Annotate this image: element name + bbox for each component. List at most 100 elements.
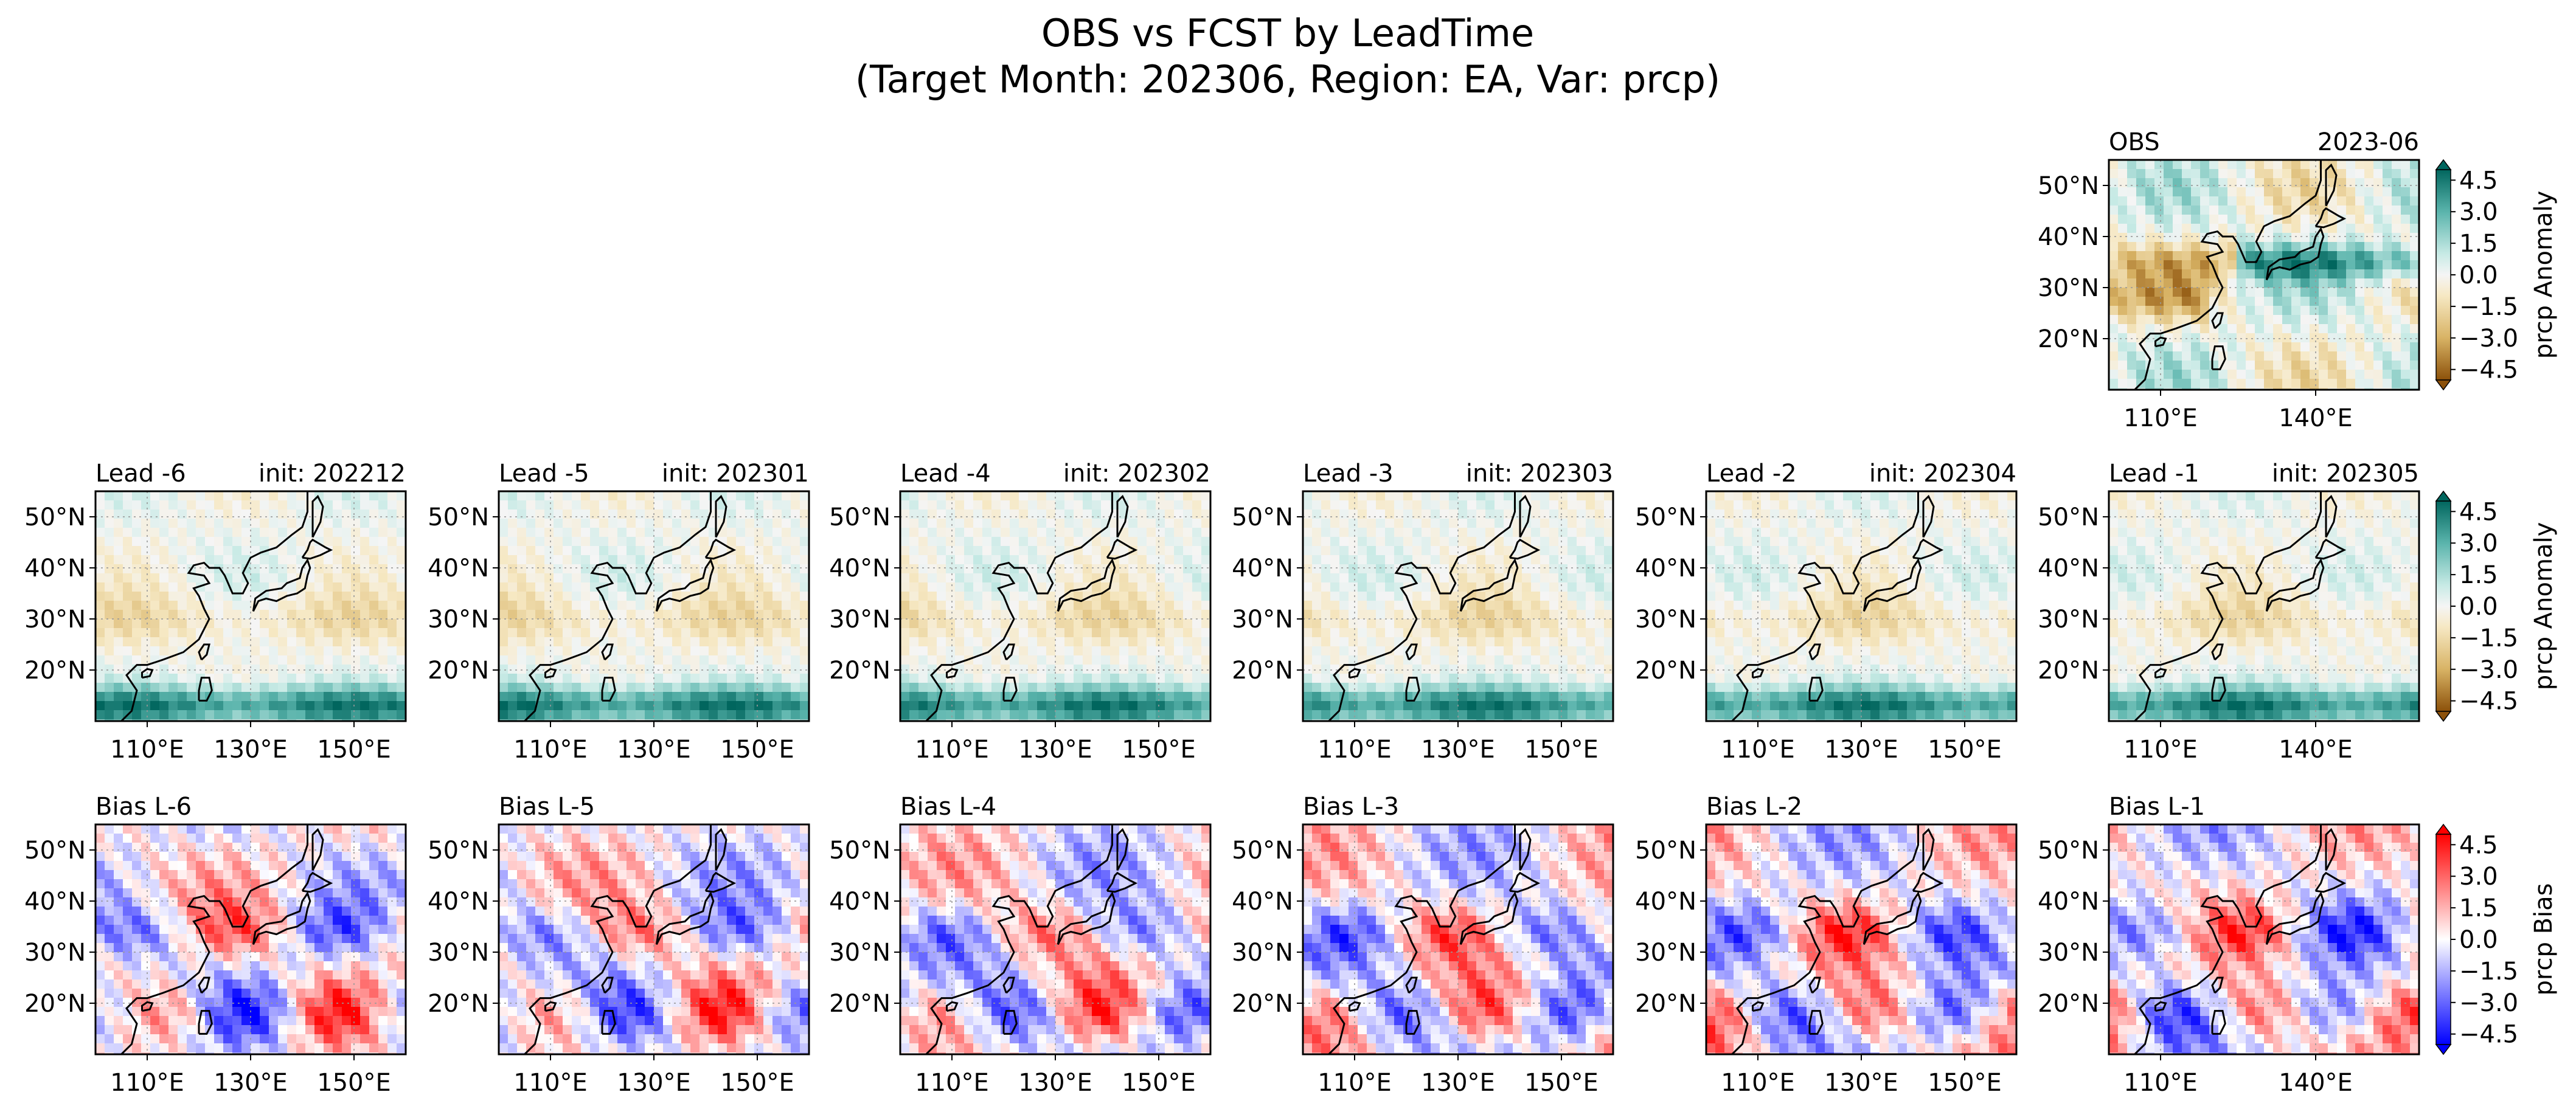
lead-panel-2-title-right: init: 202304	[1869, 460, 2016, 488]
lead-panel-3: 20°N 30°N 40°N 50°N 110°E 130°E 150°E Lead -3 in…	[1232, 460, 1614, 764]
bias-panel-3-lon-tick: 150°E	[1524, 1069, 1599, 1097]
bias-panel-6-lon-tick: 150°E	[317, 1069, 391, 1097]
lead-panel-4-lon-tick: 110°E	[915, 736, 989, 764]
bias-panel-3: 20°N 30°N 40°N 50°N 110°E 130°E 150°E Bias L-3	[1232, 793, 1614, 1097]
colorbar-extend-min	[2435, 711, 2452, 722]
bias-panel-5-lat-tick: 30°N	[428, 939, 489, 967]
bias-panel-6-lat-tick: 20°N	[24, 990, 86, 1018]
bias-panel-1-lat-tick: 40°N	[2038, 888, 2099, 916]
bias-panel-4: 20°N 30°N 40°N 50°N 110°E 130°E 150°E Bias L-4	[829, 793, 1212, 1097]
bias-panel-1-lon-tick: 110°E	[2123, 1069, 2198, 1097]
bias-panel-4-field	[900, 824, 1210, 1054]
lead-panel-3-lon-tick: 150°E	[1524, 736, 1599, 764]
obs-panel-lon-tick: 110°E	[2123, 404, 2198, 432]
lead-panel-4-gridlines	[900, 491, 1210, 721]
bias-panel-6: 20°N 30°N 40°N 50°N 110°E 130°E 150°E Bias L-6	[24, 793, 407, 1097]
bias-panel-4-lon-tick: 130°E	[1018, 1069, 1092, 1097]
lead-panel-6-lat-tick: 50°N	[24, 503, 86, 531]
colorbar-label: prcp Anomaly	[2530, 191, 2558, 359]
bias-panel-1-lat-tick: 30°N	[2038, 939, 2099, 967]
lead-panel-4-lat-tick: 30°N	[829, 606, 890, 634]
bias-panel-4-title-left: Bias L-4	[900, 793, 996, 821]
lead-panel-5-title-left: Lead -5	[499, 460, 589, 488]
lead-panel-1-lat-tick: 50°N	[2038, 503, 2099, 531]
lead-panel-3-lat-tick: 20°N	[1232, 657, 1293, 685]
lead-panel-1-coastline	[2134, 491, 2347, 721]
colorbar-tick: 0.0	[2459, 926, 2498, 954]
bias-panel-5-lon-tick: 110°E	[513, 1069, 588, 1097]
lead-panel-2-lat-tick: 30°N	[1635, 606, 1696, 634]
lead-panel-1-title-left: Lead -1	[2109, 460, 2199, 488]
lead-panel-6-coastline	[120, 491, 333, 721]
lead-panel-3-lon-tick: 110°E	[1318, 736, 1392, 764]
bias-panel-2-gridlines	[1706, 824, 2016, 1054]
bias-panel-4-lat-tick: 50°N	[829, 837, 890, 865]
lead-panel-4-title-right: init: 202302	[1063, 460, 1210, 488]
colorbar-tick: 4.5	[2459, 167, 2498, 195]
colorbar-tick: −3.0	[2459, 325, 2518, 353]
lead-panel-4-lat-tick: 20°N	[829, 657, 890, 685]
lead-panel-5-lat-tick: 20°N	[428, 657, 489, 685]
colorbar-tick: −1.5	[2459, 293, 2518, 321]
bias-panel-2-title-left: Bias L-2	[1706, 793, 1802, 821]
bias-panel-2-lat-tick: 40°N	[1635, 888, 1696, 916]
obs-panel-title-left: OBS	[2109, 128, 2160, 156]
obs-panel-field	[2109, 160, 2419, 390]
lead-panel-6-lon-tick: 110°E	[110, 736, 184, 764]
bias-panel-5-lat-tick: 40°N	[428, 888, 489, 916]
lead-panel-2-coastline	[1731, 491, 1944, 721]
bias-panel-2-lon-tick: 110°E	[1721, 1069, 1795, 1097]
lead-panel-4-lon-tick: 150°E	[1122, 736, 1196, 764]
bias-panel-4-gridlines	[900, 824, 1210, 1054]
lead-panel-4-lat-tick: 50°N	[829, 503, 890, 531]
lead-panel-3-lat-tick: 40°N	[1232, 554, 1293, 582]
bias-panel-6-lat-tick: 40°N	[24, 888, 86, 916]
lead-panel-6-field	[95, 491, 406, 721]
bias-panel-6-lat-tick: 30°N	[24, 939, 86, 967]
bias-panel-6-coastline	[120, 824, 333, 1054]
lead-panel-3-title-left: Lead -3	[1303, 460, 1394, 488]
lead-panel-1-title-right: init: 202305	[2272, 460, 2419, 488]
bias-panel-2-lon-tick: 130°E	[1824, 1069, 1898, 1097]
colorbar-tick: −1.5	[2459, 624, 2518, 652]
bias-panel-4-lon-tick: 150°E	[1122, 1069, 1196, 1097]
bias-panel-1-lat-tick: 50°N	[2038, 837, 2099, 865]
bias-panel-3-lat-tick: 50°N	[1232, 837, 1293, 865]
obs-panel-lat-tick: 40°N	[2038, 223, 2099, 251]
colorbar-3: 4.5 3.0 1.5 0.0 −1.5 −3.0 −4.5 prcp Bias	[2435, 823, 2558, 1055]
lead-panel-5-field	[499, 491, 809, 721]
bias-panel-5-coastline	[524, 824, 737, 1054]
lead-panel-4-title-left: Lead -4	[900, 460, 991, 488]
bias-panel-5-gridlines	[499, 824, 809, 1054]
lead-panel-2-lat-tick: 40°N	[1635, 554, 1696, 582]
colorbar-2: 4.5 3.0 1.5 0.0 −1.5 −3.0 −4.5 prcp Anomaly	[2435, 490, 2558, 722]
lead-panel-3-title-right: init: 202303	[1466, 460, 1613, 488]
bias-panel-5-field	[499, 824, 809, 1054]
colorbar-extend-min	[2435, 379, 2452, 391]
lead-panel-5-gridlines	[499, 491, 809, 721]
colorbar-tick: 3.0	[2459, 198, 2498, 226]
lead-panel-2-lon-tick: 130°E	[1824, 736, 1898, 764]
bias-panel-1-lat-tick: 20°N	[2038, 990, 2099, 1018]
colorbar-tick: −4.5	[2459, 688, 2518, 716]
bias-panel-6-lon-tick: 130°E	[214, 1069, 288, 1097]
bias-panel-5-lat-tick: 20°N	[428, 990, 489, 1018]
lead-panel-2-lat-tick: 50°N	[1635, 503, 1696, 531]
bias-panel-5-title-left: Bias L-5	[499, 793, 595, 821]
bias-panel-3-field	[1303, 824, 1613, 1054]
bias-panel-3-lon-tick: 110°E	[1318, 1069, 1392, 1097]
bias-panel-1-field	[2109, 824, 2419, 1054]
lead-panel-6-lon-tick: 130°E	[214, 736, 288, 764]
lead-panel-1-lon-tick: 110°E	[2123, 736, 2198, 764]
bias-panel-6-lat-tick: 50°N	[24, 837, 86, 865]
lead-panel-6: 20°N 30°N 40°N 50°N 110°E 130°E 150°E Lead -6 in…	[24, 460, 407, 764]
lead-panel-5-title-right: init: 202301	[662, 460, 809, 488]
bias-panel-6-title-left: Bias L-6	[95, 793, 192, 821]
lead-panel-2-title-left: Lead -2	[1706, 460, 1797, 488]
lead-panel-3-lon-tick: 130°E	[1421, 736, 1495, 764]
bias-panel-4-lat-tick: 20°N	[829, 990, 890, 1018]
bias-panel-1-frame	[2108, 823, 2420, 1055]
lead-panel-4-coastline	[925, 491, 1138, 721]
